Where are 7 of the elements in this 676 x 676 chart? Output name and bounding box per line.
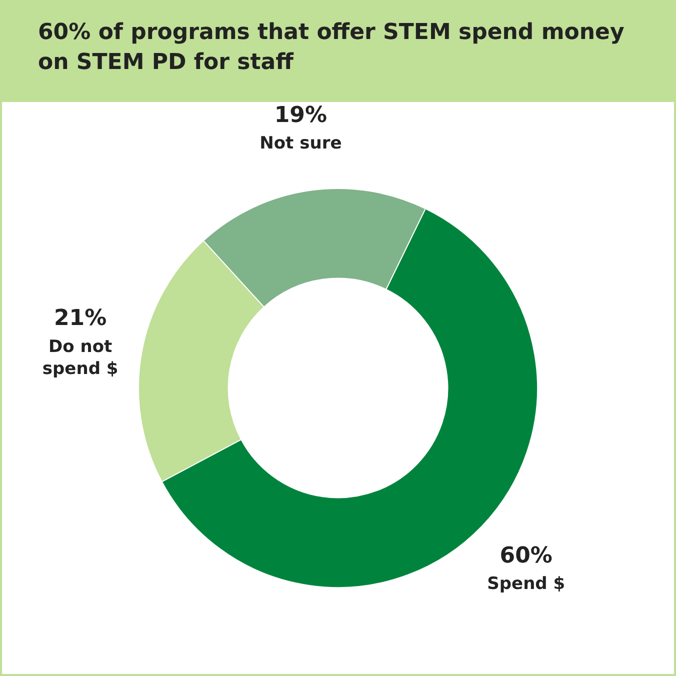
- data-label: 19%: [274, 102, 328, 128]
- slice-label: Spend $: [487, 574, 566, 594]
- data-label: 60%: [500, 543, 552, 568]
- chart-title: 60% of programs that offer STEM spend money on STEM PD for staff: [2, 2, 674, 102]
- slice-label: Not sure: [260, 134, 342, 154]
- slice-label: Do not spend $: [42, 336, 118, 379]
- data-label: 21%: [54, 306, 107, 332]
